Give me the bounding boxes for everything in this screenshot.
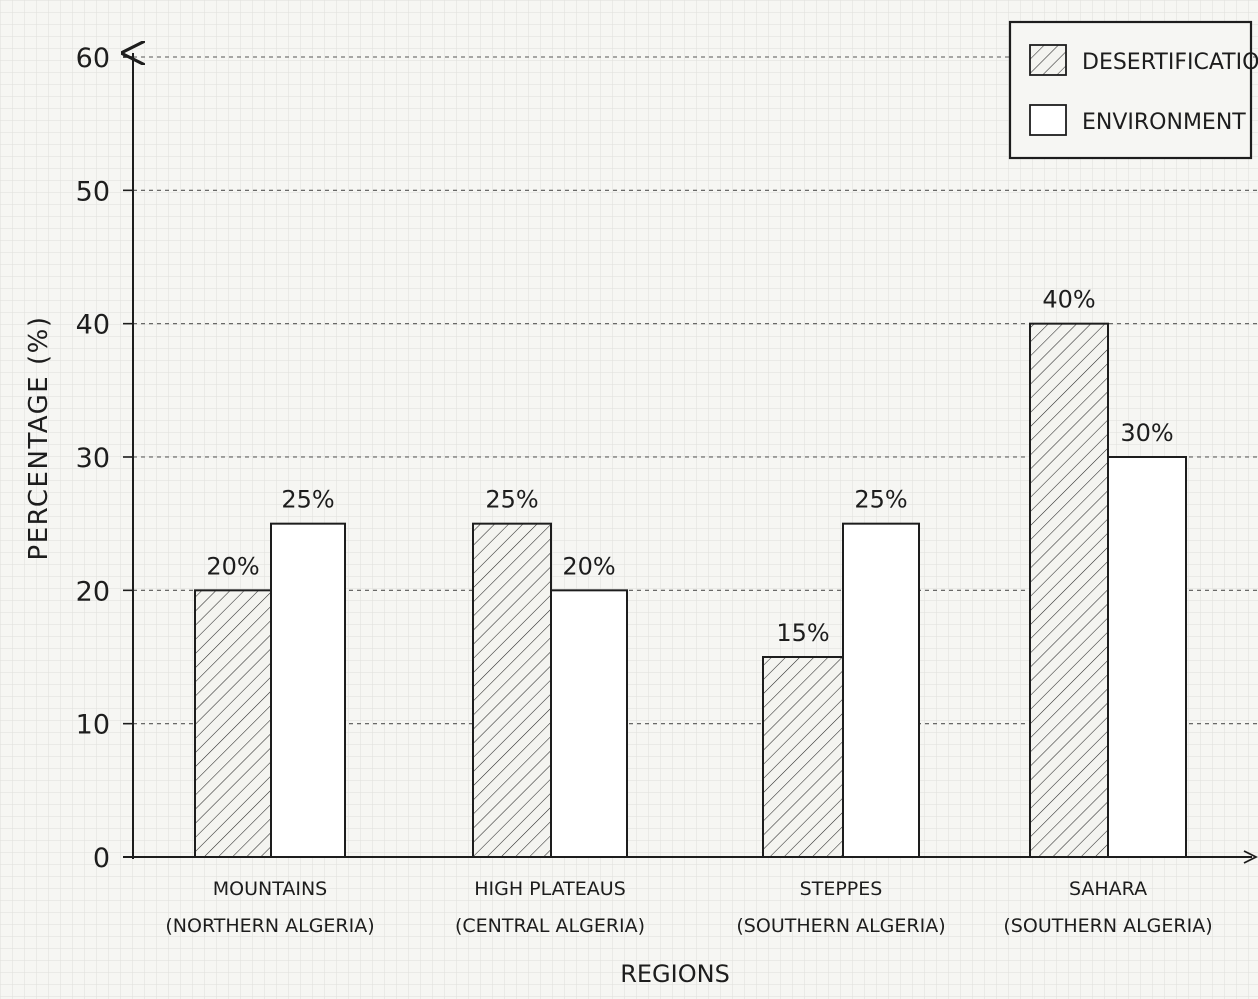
data-label: 20% — [562, 552, 615, 580]
bar-desertification-3 — [762, 656, 844, 858]
axes-group — [123, 53, 1258, 864]
data-label: 25% — [854, 486, 907, 514]
y-axis-title: PERCENTAGE (%) — [24, 316, 54, 561]
data-label: 15% — [776, 619, 829, 647]
category-label: MOUNTAINS — [213, 878, 327, 900]
legend-swatch-environment — [1029, 104, 1067, 136]
data-label: 25% — [485, 486, 538, 514]
y-tick-label: 30 — [76, 443, 110, 474]
category-label: HIGH PLATEAUS — [474, 878, 626, 900]
data-label: 20% — [206, 552, 259, 580]
data-label: 40% — [1042, 286, 1095, 314]
x-axis-title: REGIONS — [620, 960, 730, 988]
category-sublabel: (CENTRAL ALGERIA) — [455, 915, 645, 937]
legend-label: DESERTIFICATION — [1082, 50, 1258, 75]
legend-label: ENVIRONMENT — [1082, 110, 1246, 135]
category-label: SAHARA — [1069, 878, 1147, 900]
category-sublabel: (SOUTHERN ALGERIA) — [1003, 915, 1212, 937]
data-label: 30% — [1120, 419, 1173, 447]
bar-desertification-4 — [1029, 322, 1109, 858]
bars-group — [194, 322, 1187, 859]
y-tick-label: 10 — [76, 710, 110, 741]
y-tick-label: 20 — [76, 576, 110, 607]
bar-environment-4 — [1107, 456, 1187, 858]
bar-environment-2 — [550, 589, 628, 858]
y-tick-label: 50 — [76, 176, 110, 207]
x-axis-arrow-icon — [1243, 850, 1258, 864]
bar-labels-group: 20% 25% 25% 20% 15% 25% 40% 30% — [206, 286, 1173, 647]
legend-box — [1008, 20, 1253, 160]
category-label: STEPPES — [800, 878, 883, 900]
legend: DESERTIFICATION ENVIRONMENT — [1008, 20, 1258, 160]
data-label: 25% — [281, 486, 334, 514]
bar-environment-1 — [270, 522, 346, 859]
legend-swatch-desertification — [1029, 44, 1067, 76]
y-tick-label: 0 — [93, 843, 110, 874]
category-sublabel: (NORTHERN ALGERIA) — [165, 915, 374, 937]
y-tick-label: 60 — [76, 43, 110, 74]
bar-desertification-1 — [194, 589, 272, 858]
category-sublabel: (SOUTHERN ALGERIA) — [736, 915, 945, 937]
tick-labels-group: 0 10 20 30 40 50 60 — [76, 43, 133, 874]
y-tick-label: 40 — [76, 310, 110, 341]
bar-environment-3 — [842, 522, 920, 859]
bar-desertification-2 — [472, 522, 552, 859]
category-labels-group: MOUNTAINS (NORTHERN ALGERIA) HIGH PLATEAUS… — [165, 878, 1212, 937]
